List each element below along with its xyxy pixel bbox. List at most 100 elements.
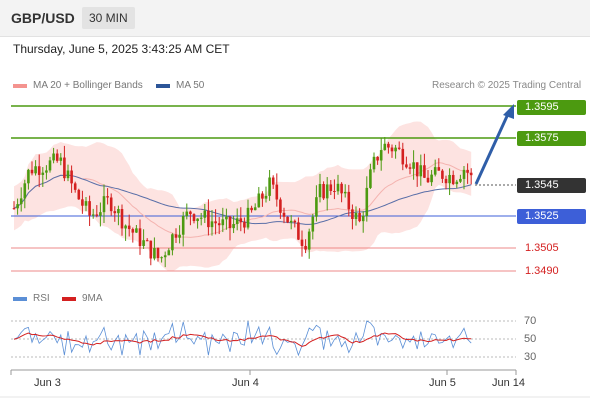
candle-body — [70, 170, 73, 184]
candle-body — [77, 189, 81, 200]
candle — [163, 251, 167, 268]
candle — [156, 247, 160, 262]
candle — [379, 137, 383, 171]
candle — [19, 187, 23, 212]
candle — [289, 215, 293, 230]
candle — [358, 208, 361, 223]
candle — [171, 233, 174, 256]
candle-body — [109, 197, 113, 212]
candle — [304, 239, 307, 254]
candle-body — [257, 193, 261, 208]
candle — [91, 208, 95, 219]
candle — [149, 240, 153, 266]
candle — [253, 203, 257, 211]
candle — [307, 228, 311, 259]
candle-body — [383, 143, 387, 151]
bollinger-band — [14, 121, 472, 272]
candle-body — [387, 143, 390, 148]
candle — [423, 153, 426, 179]
candle — [372, 152, 376, 173]
legend-ma20: MA 20 + Bollinger Bands — [13, 80, 143, 91]
candle-body — [88, 201, 91, 216]
candle — [318, 173, 322, 203]
candle-body — [181, 216, 185, 235]
legend-ma50: MA 50 — [156, 80, 204, 91]
candle-body — [171, 234, 174, 251]
candle-body — [84, 201, 88, 206]
candle-body — [30, 169, 34, 174]
candle — [351, 204, 354, 230]
candle-body — [19, 198, 23, 205]
candle-body — [73, 183, 77, 190]
candle — [426, 170, 430, 183]
candle-body — [217, 223, 221, 226]
candle-body — [66, 170, 70, 179]
candle-body — [462, 169, 466, 179]
candle-body — [131, 229, 135, 233]
candle — [181, 211, 185, 247]
candle-body — [228, 216, 232, 229]
candle-body — [34, 166, 37, 174]
candle — [37, 154, 41, 188]
level-label-target-1: 1.3575 — [517, 131, 586, 146]
candle — [52, 147, 55, 164]
candle-body — [441, 170, 444, 179]
candle — [23, 179, 27, 209]
candle — [268, 169, 271, 201]
candle-body — [333, 190, 336, 192]
candle-body — [430, 174, 433, 183]
candle-body — [419, 165, 423, 177]
level-label-support-2: 1.3490 — [525, 265, 559, 277]
candle-body — [275, 184, 279, 200]
candle — [397, 141, 401, 151]
candle — [243, 217, 246, 234]
candle-body — [27, 169, 30, 184]
candle-body — [297, 222, 300, 240]
candle-body — [448, 174, 451, 184]
candle-body — [437, 167, 441, 171]
candle — [376, 156, 379, 165]
candle-body — [408, 167, 412, 169]
candle — [48, 156, 52, 173]
candle-body — [253, 207, 257, 211]
forecast-arrow-head — [503, 104, 514, 119]
rsi-9ma-line — [13, 332, 472, 347]
candle — [297, 217, 300, 241]
candle — [286, 216, 289, 224]
candle-body — [153, 248, 156, 259]
candle-body — [394, 147, 397, 152]
candle — [311, 213, 315, 240]
candle — [221, 207, 225, 233]
candle — [81, 190, 84, 214]
candle — [131, 227, 135, 243]
candle — [459, 174, 462, 184]
candle — [325, 177, 329, 211]
candle — [300, 230, 304, 257]
candle — [88, 195, 91, 226]
candle-body — [117, 209, 120, 214]
candle-body — [300, 239, 304, 246]
candle — [59, 153, 63, 166]
candle-body — [81, 199, 84, 206]
candle — [214, 209, 217, 235]
timeframe-badge[interactable]: 30 MIN — [82, 7, 135, 29]
candle — [12, 201, 16, 210]
level-label-current: 1.3545 — [517, 178, 586, 193]
candle-body — [397, 147, 401, 149]
candle-body — [243, 222, 246, 228]
candle — [336, 174, 340, 195]
candle — [73, 181, 77, 193]
candle — [333, 179, 336, 200]
candle — [365, 176, 369, 222]
candle — [203, 203, 207, 224]
candle-body — [135, 228, 138, 233]
candle-body — [225, 216, 228, 220]
candle-body — [304, 245, 307, 250]
candle-body — [365, 187, 369, 216]
candle-body — [351, 209, 354, 220]
candle — [448, 168, 451, 196]
candle — [160, 256, 163, 263]
candle-body — [311, 216, 315, 232]
candle-body — [199, 217, 203, 219]
rsi-swatch — [13, 296, 27, 301]
